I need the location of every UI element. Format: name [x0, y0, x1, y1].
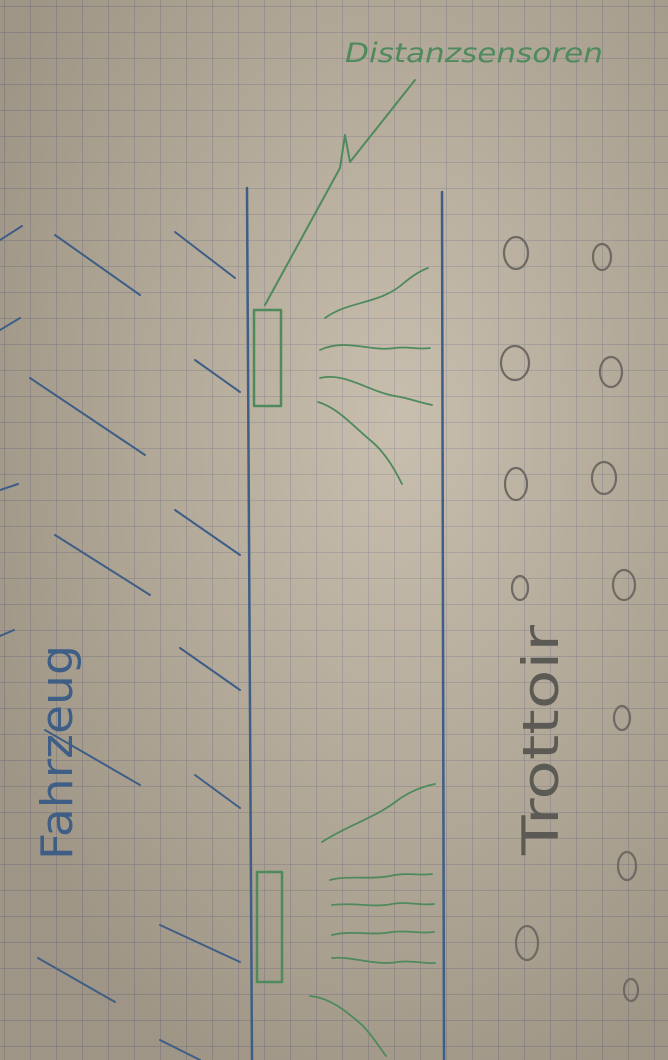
vehicle-edge-line [245, 186, 254, 1060]
vehicle-label: Fahrzeug [32, 645, 83, 860]
sensor-waves-rear [309, 783, 436, 1057]
vehicle-hatching [0, 225, 241, 1060]
sensor-waves-front [317, 267, 433, 485]
sensor-label: Distanzsensoren [345, 38, 603, 69]
sensor-leader-line [264, 79, 416, 306]
sidewalk-pebbles [499, 235, 640, 1003]
distance-sensor-front [252, 308, 283, 408]
distance-sensor-rear [255, 870, 284, 984]
sidewalk-label: Trottoir [512, 624, 570, 856]
sidewalk-edge-line [440, 190, 446, 1060]
